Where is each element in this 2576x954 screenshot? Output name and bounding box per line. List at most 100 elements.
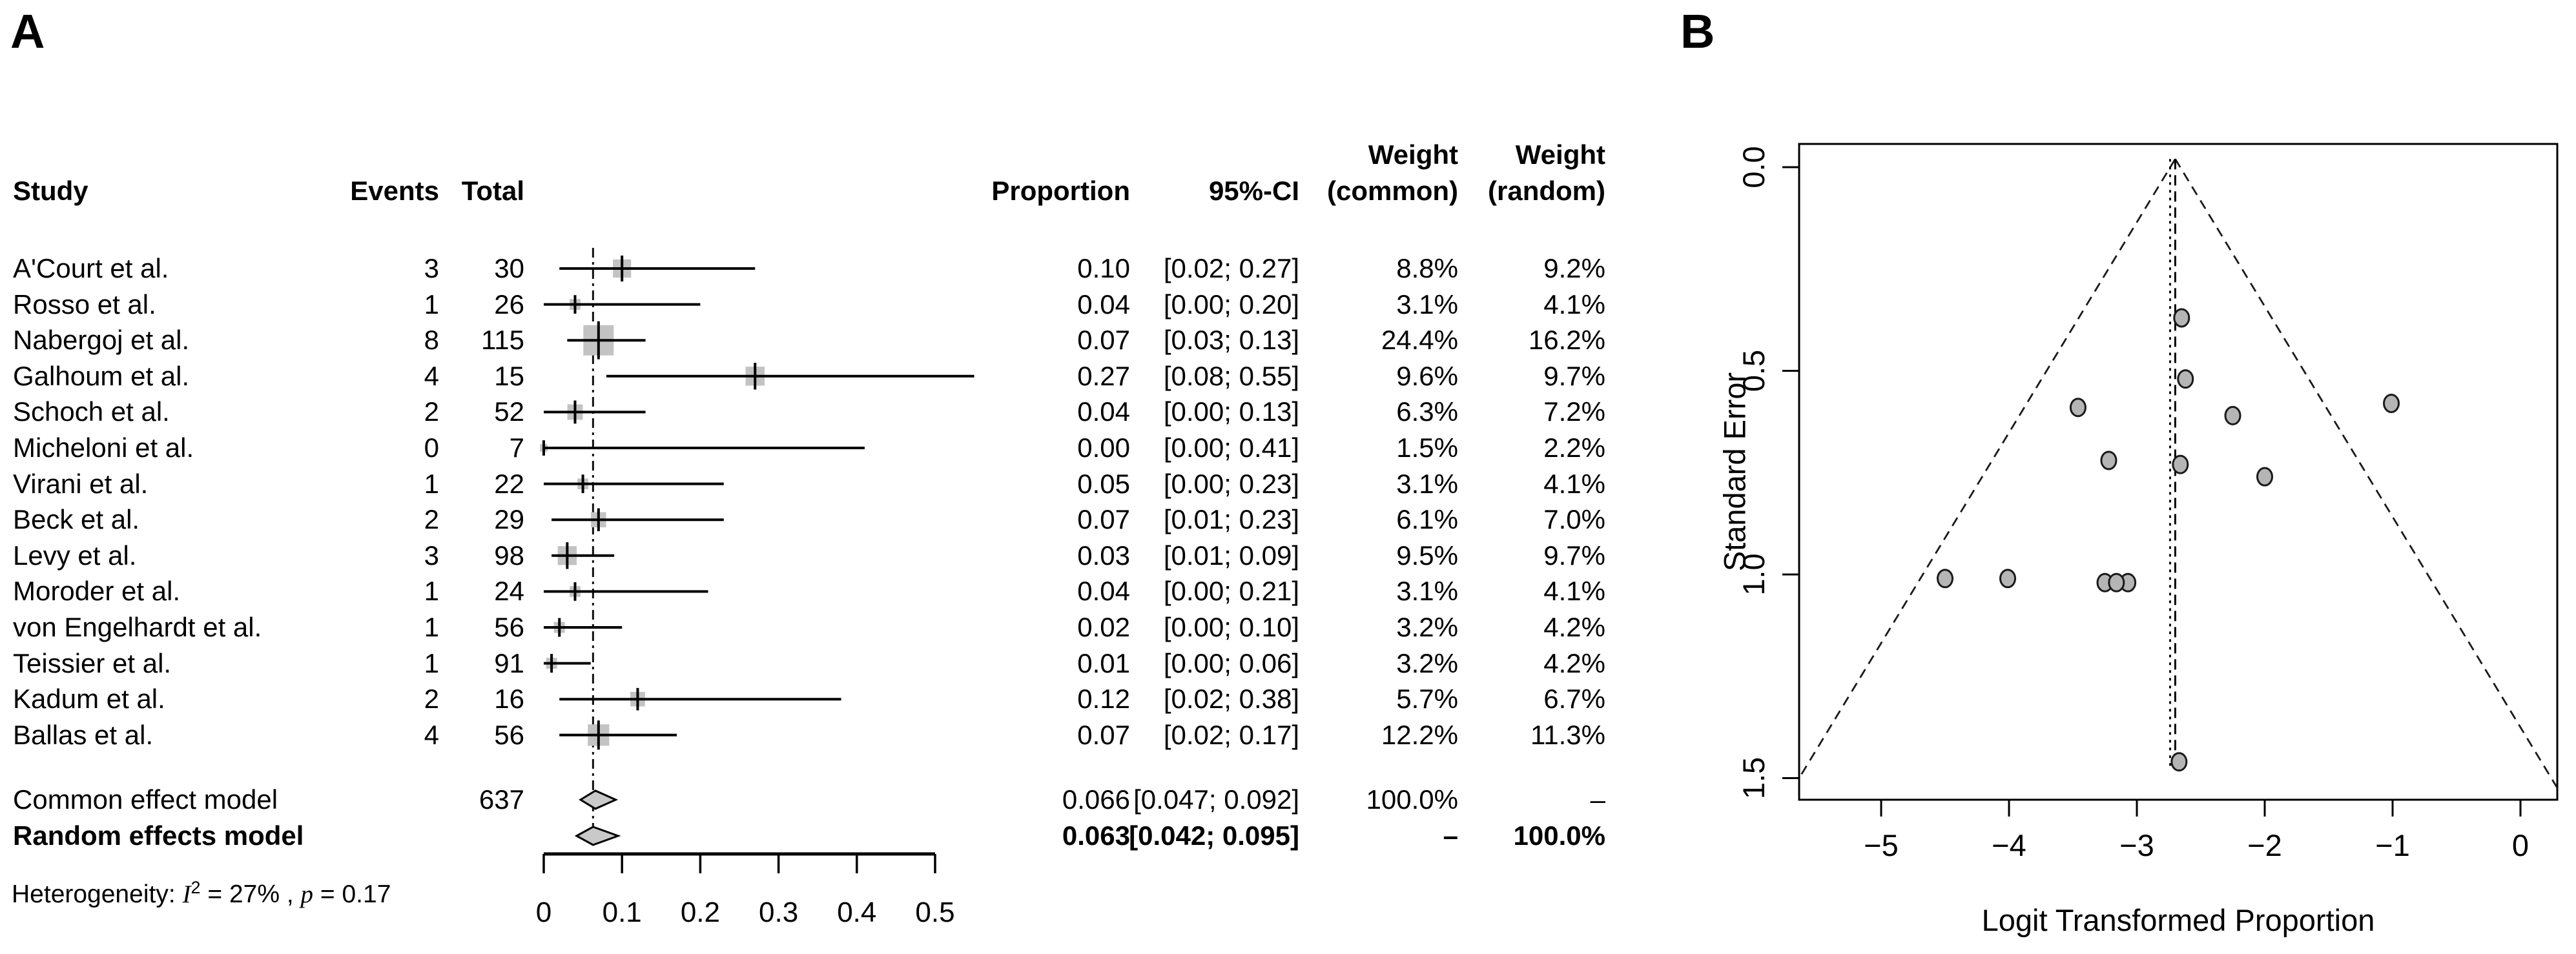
study-weight-random: 11.3% — [1530, 719, 1605, 750]
col-header-proportion: Proportion — [991, 176, 1130, 206]
study-total: 91 — [494, 647, 524, 678]
study-ci: [0.01; 0.09] — [1163, 540, 1299, 571]
heterogeneity-note: Heterogeneity: I2 = 27% , p = 0.17 — [12, 878, 391, 908]
col-header-events: Events — [350, 176, 439, 206]
study-total: 7 — [509, 432, 524, 463]
study-name: A'Court et al. — [13, 253, 169, 283]
study-events: 3 — [424, 540, 439, 571]
study-ci: [0.08; 0.55] — [1163, 360, 1299, 391]
study-weight-random: 4.2% — [1543, 612, 1605, 642]
study-total: 16 — [494, 684, 524, 715]
study-weight-random: 9.2% — [1543, 253, 1605, 283]
funnel-point — [2177, 369, 2194, 389]
study-events: 1 — [424, 468, 439, 499]
forest-axis-tick-label: 0.3 — [759, 897, 798, 928]
study-ci: [0.00; 0.13] — [1163, 396, 1299, 427]
study-events: 3 — [424, 253, 439, 283]
study-proportion: 0.07 — [1077, 504, 1130, 535]
forest-axis-tick-label: 0.2 — [681, 897, 720, 928]
forest-axis-tick-label: 0.5 — [915, 897, 954, 928]
study-total: 15 — [494, 360, 524, 391]
study-total: 52 — [494, 396, 524, 427]
study-weight-random: 9.7% — [1543, 360, 1605, 391]
study-weight-common: 9.6% — [1396, 360, 1458, 391]
study-proportion: 0.05 — [1077, 468, 1130, 499]
study-events: 2 — [424, 396, 439, 427]
study-ci: [0.00; 0.41] — [1163, 432, 1299, 463]
study-events: 2 — [424, 684, 439, 715]
funnel-x-tick-label: −5 — [1864, 828, 1899, 862]
study-ci: [0.00; 0.06] — [1163, 647, 1299, 678]
study-proportion: 0.27 — [1077, 360, 1130, 391]
common-effect-label: Common effect model — [13, 784, 278, 815]
study-ci: [0.00; 0.23] — [1163, 468, 1299, 499]
study-weight-common: 5.7% — [1396, 684, 1458, 715]
study-events: 2 — [424, 504, 439, 535]
funnel-left-pseudo-ci-line — [1799, 158, 2176, 780]
study-name: Beck et al. — [13, 504, 140, 535]
common-effect-weight-common: 100.0% — [1366, 784, 1458, 815]
funnel-plot-frame — [1798, 143, 2559, 801]
forest-plot-canvas: 0 0.1 0.2 0.3 0.4 0.5 — [536, 248, 974, 928]
study-events: 1 — [424, 289, 439, 320]
funnel-point — [2383, 393, 2400, 413]
study-weight-random: 4.1% — [1543, 576, 1605, 607]
study-proportion: 0.10 — [1077, 253, 1130, 283]
study-total: 98 — [494, 540, 524, 571]
study-name: von Engelhardt et al. — [13, 612, 262, 642]
col-header-study: Study — [13, 176, 88, 206]
forest-axis-tick-label: 0.1 — [603, 897, 642, 928]
col-header-weight-common-line1: Weight — [1368, 139, 1458, 170]
study-proportion: 0.12 — [1077, 684, 1130, 715]
study-name: Moroder et al. — [13, 576, 181, 607]
study-name: Virani et al. — [13, 468, 149, 499]
study-name: Nabergoj et al. — [13, 325, 190, 356]
study-weight-random: 6.7% — [1543, 684, 1605, 715]
study-proportion: 0.04 — [1077, 289, 1130, 320]
study-events: 4 — [424, 360, 439, 391]
forest-axis-tick-label: 0 — [536, 897, 551, 928]
study-weight-common: 3.2% — [1396, 647, 1458, 678]
random-effects-weight-random: 100.0% — [1513, 820, 1605, 851]
forest-axis-tick-label: 0.4 — [837, 897, 876, 928]
study-events: 1 — [424, 612, 439, 642]
study-ci: [0.00; 0.10] — [1163, 612, 1299, 642]
common-effect-weight-random: – — [1590, 784, 1605, 815]
funnel-x-tick-label: −2 — [2247, 828, 2282, 862]
study-name: Kadum et al. — [13, 684, 165, 715]
panel-a-label: A — [10, 5, 45, 58]
study-events: 4 — [424, 719, 439, 750]
study-weight-common: 3.1% — [1396, 468, 1458, 499]
funnel-point — [2108, 573, 2125, 593]
study-weight-random: 9.7% — [1543, 540, 1605, 571]
study-weight-common: 6.3% — [1396, 396, 1458, 427]
study-name: Schoch et al. — [13, 396, 170, 427]
study-proportion: 0.02 — [1077, 612, 1130, 642]
funnel-x-tick-label: 0 — [2512, 828, 2529, 862]
study-weight-random: 4.1% — [1543, 289, 1605, 320]
study-name: Galhoum et al. — [13, 360, 190, 391]
study-weight-random: 4.2% — [1543, 647, 1605, 678]
random-effects-proportion: 0.063 — [1062, 820, 1130, 851]
funnel-point — [2069, 398, 2087, 418]
study-weight-common: 9.5% — [1396, 540, 1458, 571]
study-total: 26 — [494, 289, 524, 320]
study-weight-common: 3.1% — [1396, 576, 1458, 607]
funnel-point — [2256, 467, 2273, 487]
study-ci: [0.02; 0.27] — [1163, 253, 1299, 283]
funnel-x-tick-label: −1 — [2375, 828, 2410, 862]
funnel-point — [2172, 454, 2189, 474]
funnel-x-tick-label: −3 — [2119, 828, 2154, 862]
random-effects-weight-common: – — [1443, 820, 1458, 851]
study-total: 115 — [481, 325, 524, 356]
study-proportion: 0.04 — [1077, 396, 1130, 427]
funnel-y-tick-label: 0.0 — [1736, 146, 1771, 188]
study-weight-random: 16.2% — [1528, 325, 1605, 356]
study-events: 8 — [424, 325, 439, 356]
study-name: Ballas et al. — [13, 719, 154, 750]
funnel-point — [2170, 752, 2188, 772]
study-proportion: 0.03 — [1077, 540, 1130, 571]
study-name: Teissier et al. — [13, 647, 172, 678]
col-header-ci: 95%-CI — [1208, 176, 1299, 206]
